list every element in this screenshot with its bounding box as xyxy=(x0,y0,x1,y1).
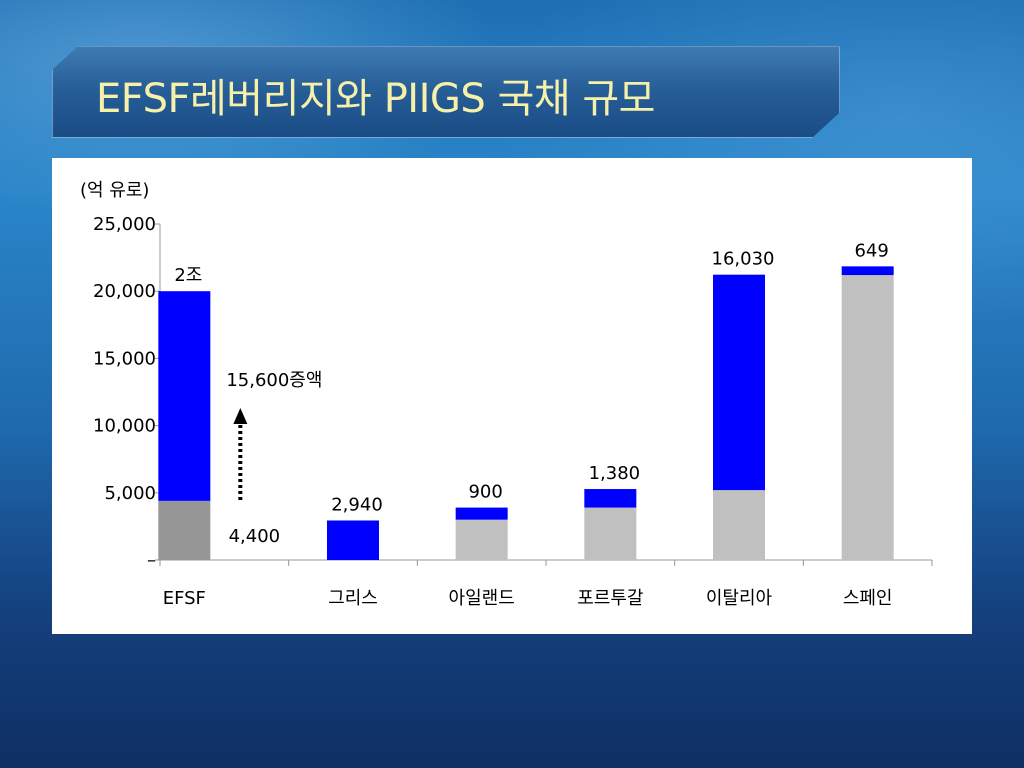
y-tick-label: 5,000 xyxy=(104,483,156,504)
bar-base-2 xyxy=(455,519,508,560)
x-category-label: 스페인 xyxy=(843,588,893,609)
bar-base-3 xyxy=(584,507,637,560)
unit-label: (억 유로) xyxy=(80,180,149,201)
increase-arrow-head xyxy=(233,408,248,424)
y-tick-label: – xyxy=(147,550,156,571)
slide-title: EFSF레버리지와 PIIGS 국채 규모 xyxy=(96,76,655,122)
x-category-label: EFSF xyxy=(163,588,206,609)
bar-increase-1 xyxy=(327,520,379,560)
chart-panel: (억 유로) – 5,000 10,000 15,000 20,000 25,000 EFS… xyxy=(52,158,972,634)
increase-annotation: 15,600증액 xyxy=(226,370,322,500)
x-category-label: 아일랜드 xyxy=(449,588,515,609)
data-label-top: 900 xyxy=(468,482,502,503)
data-label-top: 2,940 xyxy=(331,494,383,515)
bar-increase-3 xyxy=(584,489,637,508)
bar-base-5 xyxy=(841,275,894,560)
x-category-label: 포르투갈 xyxy=(577,588,643,609)
y-tick-label: 10,000 xyxy=(93,416,156,437)
chart-bars xyxy=(158,266,894,560)
data-label-top: 1,380 xyxy=(589,463,641,484)
increase-annotation-label: 15,600증액 xyxy=(226,370,322,391)
bar-increase-4 xyxy=(713,274,765,491)
x-category-label: 그리스 xyxy=(328,588,378,609)
bar-increase-2 xyxy=(455,507,508,520)
data-label-top: 16,030 xyxy=(712,249,775,270)
stacked-bar-chart: (억 유로) – 5,000 10,000 15,000 20,000 25,000 EFS… xyxy=(80,180,933,609)
data-label-top: 649 xyxy=(854,240,888,261)
bar-increase-0 xyxy=(158,291,211,501)
y-tick-label: 20,000 xyxy=(93,281,156,302)
title-banner xyxy=(52,46,840,138)
chart-axes: – 5,000 10,000 15,000 20,000 25,000 EFSF 그리스 아일랜… xyxy=(93,214,933,609)
data-label-base: 4,400 xyxy=(229,526,281,547)
bar-base-0 xyxy=(158,500,211,560)
chart-data-labels: 2조 4,400 2,940 900 1,380 16,030 649 xyxy=(174,240,889,547)
x-category-label: 이탈리아 xyxy=(706,588,773,609)
y-tick-label: 15,000 xyxy=(93,348,156,369)
bar-base-4 xyxy=(713,490,765,560)
bar-increase-5 xyxy=(841,266,894,276)
y-tick-label: 25,000 xyxy=(93,214,156,235)
data-label-top: 2조 xyxy=(174,265,202,286)
